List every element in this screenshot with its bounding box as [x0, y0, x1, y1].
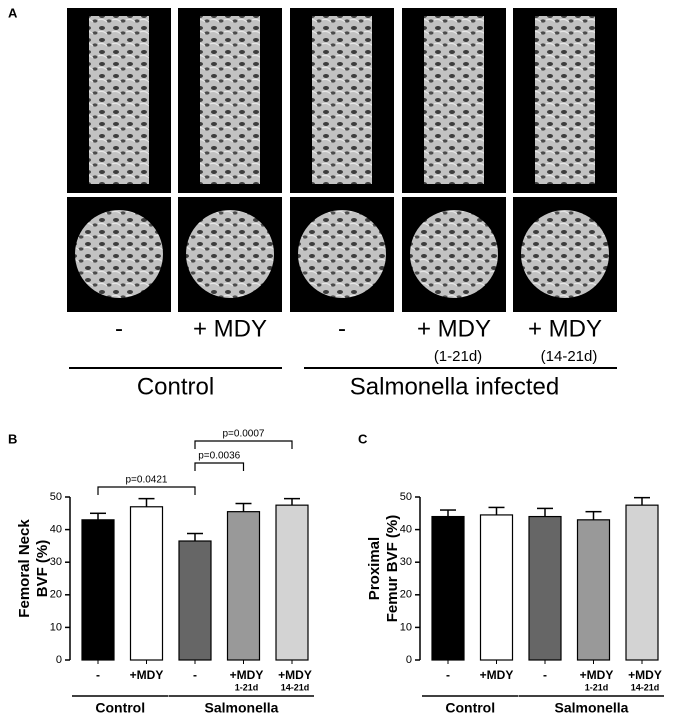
- x-tick-label: +MDY: [130, 668, 164, 682]
- column-label: -: [115, 315, 123, 342]
- y-tick-label: 0: [56, 654, 62, 666]
- y-tick-label: 20: [400, 589, 412, 601]
- bone-image: [298, 210, 386, 298]
- y-axis-label-line: Femoral Neck: [16, 519, 33, 618]
- significance-bracket: [194, 462, 245, 471]
- bone-image: [312, 16, 372, 184]
- x-tick-sublabel: 14-21d: [281, 682, 310, 692]
- bar: [528, 515, 562, 661]
- panel-label: B: [8, 431, 17, 446]
- x-tick-label: +MDY: [628, 668, 662, 682]
- significance-bracket: [97, 486, 196, 495]
- x-tick-label: +MDY: [580, 668, 614, 682]
- bar: [479, 514, 514, 661]
- x-tick-label: +MDY: [278, 668, 312, 682]
- y-tick-label: 10: [400, 621, 412, 633]
- x-tick-label: -: [96, 668, 100, 682]
- p-value: p=0.0007: [223, 429, 265, 440]
- x-tick-sublabel: 1-21d: [585, 682, 609, 692]
- bone-image: [89, 16, 149, 184]
- y-axis-label-line: Proximal: [366, 537, 383, 600]
- y-tick-label: 0: [406, 654, 412, 666]
- bone-image: [424, 16, 484, 184]
- bone-image: [186, 210, 274, 298]
- panel-label: A: [8, 5, 18, 20]
- bone-image: [75, 210, 163, 298]
- column-sublabel: (14-21d): [541, 348, 598, 365]
- group-label: Control: [95, 700, 145, 716]
- y-tick-label: 50: [400, 491, 412, 503]
- bone-image: [410, 210, 498, 298]
- bone-image: [200, 16, 260, 184]
- column-label: + MDY: [528, 315, 602, 342]
- group-label: Salmonella infected: [350, 373, 559, 400]
- bone-image: [535, 16, 595, 184]
- y-tick-label: 40: [50, 524, 62, 536]
- bone-image: [521, 210, 609, 298]
- x-tick-label: -: [543, 668, 547, 682]
- bar: [129, 506, 164, 661]
- column-label: + MDY: [417, 315, 491, 342]
- bar: [625, 504, 659, 661]
- bar: [81, 519, 115, 661]
- column-sublabel: (1-21d): [434, 348, 482, 365]
- x-tick-sublabel: 14-21d: [631, 682, 660, 692]
- bar: [226, 511, 261, 661]
- significance-bracket: [194, 440, 293, 449]
- column-label: + MDY: [193, 315, 267, 342]
- bar: [275, 504, 309, 661]
- y-tick-label: 10: [50, 621, 62, 633]
- group-label: Salmonella: [555, 700, 629, 716]
- y-tick-label: 50: [50, 491, 62, 503]
- y-tick-label: 30: [400, 556, 412, 568]
- bar: [431, 515, 465, 661]
- y-axis-label-line: Femur BVF (%): [384, 515, 401, 623]
- x-tick-sublabel: 1-21d: [235, 682, 259, 692]
- y-axis-label-line: BVF (%): [34, 540, 51, 598]
- p-value: p=0.0421: [126, 475, 168, 486]
- bar: [178, 540, 212, 661]
- p-value: p=0.0036: [198, 451, 240, 462]
- y-tick-label: 20: [50, 589, 62, 601]
- group-label: Control: [137, 373, 214, 400]
- x-tick-label: +MDY: [480, 668, 514, 682]
- x-tick-label: -: [193, 668, 197, 682]
- x-tick-label: -: [446, 668, 450, 682]
- column-label: -: [338, 315, 346, 342]
- group-label: Control: [445, 700, 495, 716]
- y-axis-label: Femoral NeckBVF (%): [16, 519, 51, 618]
- panel-label: C: [358, 431, 368, 446]
- bar: [576, 519, 611, 661]
- x-tick-label: +MDY: [230, 668, 264, 682]
- group-label: Salmonella: [205, 700, 279, 716]
- y-tick-label: 30: [50, 556, 62, 568]
- y-axis-label: ProximalFemur BVF (%): [366, 515, 401, 623]
- y-tick-label: 40: [400, 524, 412, 536]
